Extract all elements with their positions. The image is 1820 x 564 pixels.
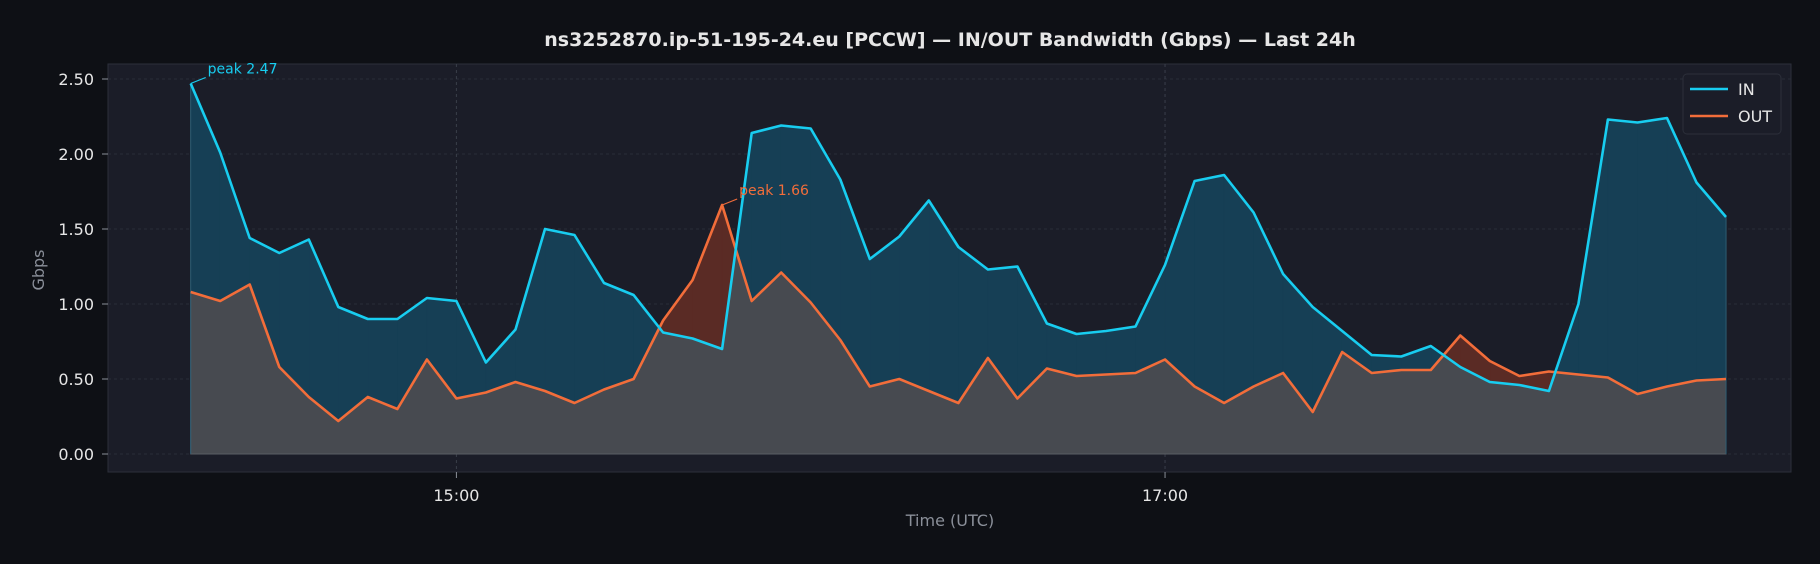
- legend-out-label: OUT: [1738, 107, 1772, 126]
- x-tick-label: 15:00: [433, 486, 479, 505]
- y-tick-label: 1.50: [58, 220, 94, 239]
- legend: IN OUT: [1682, 73, 1782, 135]
- in-excess-fill: [869, 235, 900, 387]
- y-tick-label: 2.00: [58, 145, 94, 164]
- area-fills: [190, 83, 1727, 455]
- annotations: peak 2.47 peak 1.66: [190, 62, 809, 206]
- y-tick-label: 2.50: [58, 70, 94, 89]
- chart-title: ns3252870.ip-51-195-24.eu [PCCW] — IN/OU…: [544, 29, 1356, 51]
- in-excess-fill: [367, 318, 398, 410]
- in-excess-fill: [1223, 174, 1254, 404]
- peak-annotation-in: peak 2.47: [208, 62, 278, 78]
- peak-annotation-out: peak 1.66: [739, 183, 809, 199]
- in-excess-fill: [1607, 119, 1638, 395]
- x-tick-label: 17:00: [1142, 486, 1188, 505]
- y-tick-label: 0.00: [58, 445, 94, 464]
- in-excess-fill: [751, 125, 782, 302]
- in-excess-fill: [1076, 330, 1107, 377]
- series-lines: [189, 82, 1727, 423]
- x-axis-label: Time (UTC): [905, 511, 994, 530]
- in-series-line: [189, 82, 1727, 393]
- in-excess-fill: [1637, 117, 1668, 395]
- in-excess-fill: [544, 228, 575, 404]
- in-excess-fill: [1194, 174, 1225, 404]
- in-excess-fill: [1105, 326, 1136, 375]
- y-tick-label: 0.50: [58, 370, 94, 389]
- annotation-pointer: [190, 76, 206, 85]
- annotation-pointer: [721, 198, 738, 206]
- out-series-line: [190, 203, 1727, 423]
- y-tick-label: 1.00: [58, 295, 94, 314]
- y-axis-label: Gbps: [29, 249, 48, 290]
- in-excess-fill: [603, 282, 634, 390]
- legend-in-label: IN: [1738, 80, 1755, 99]
- axis-ticks: 0.00 0.50 1.00 1.50 2.00 2.50 15:00 17:00: [58, 70, 1188, 505]
